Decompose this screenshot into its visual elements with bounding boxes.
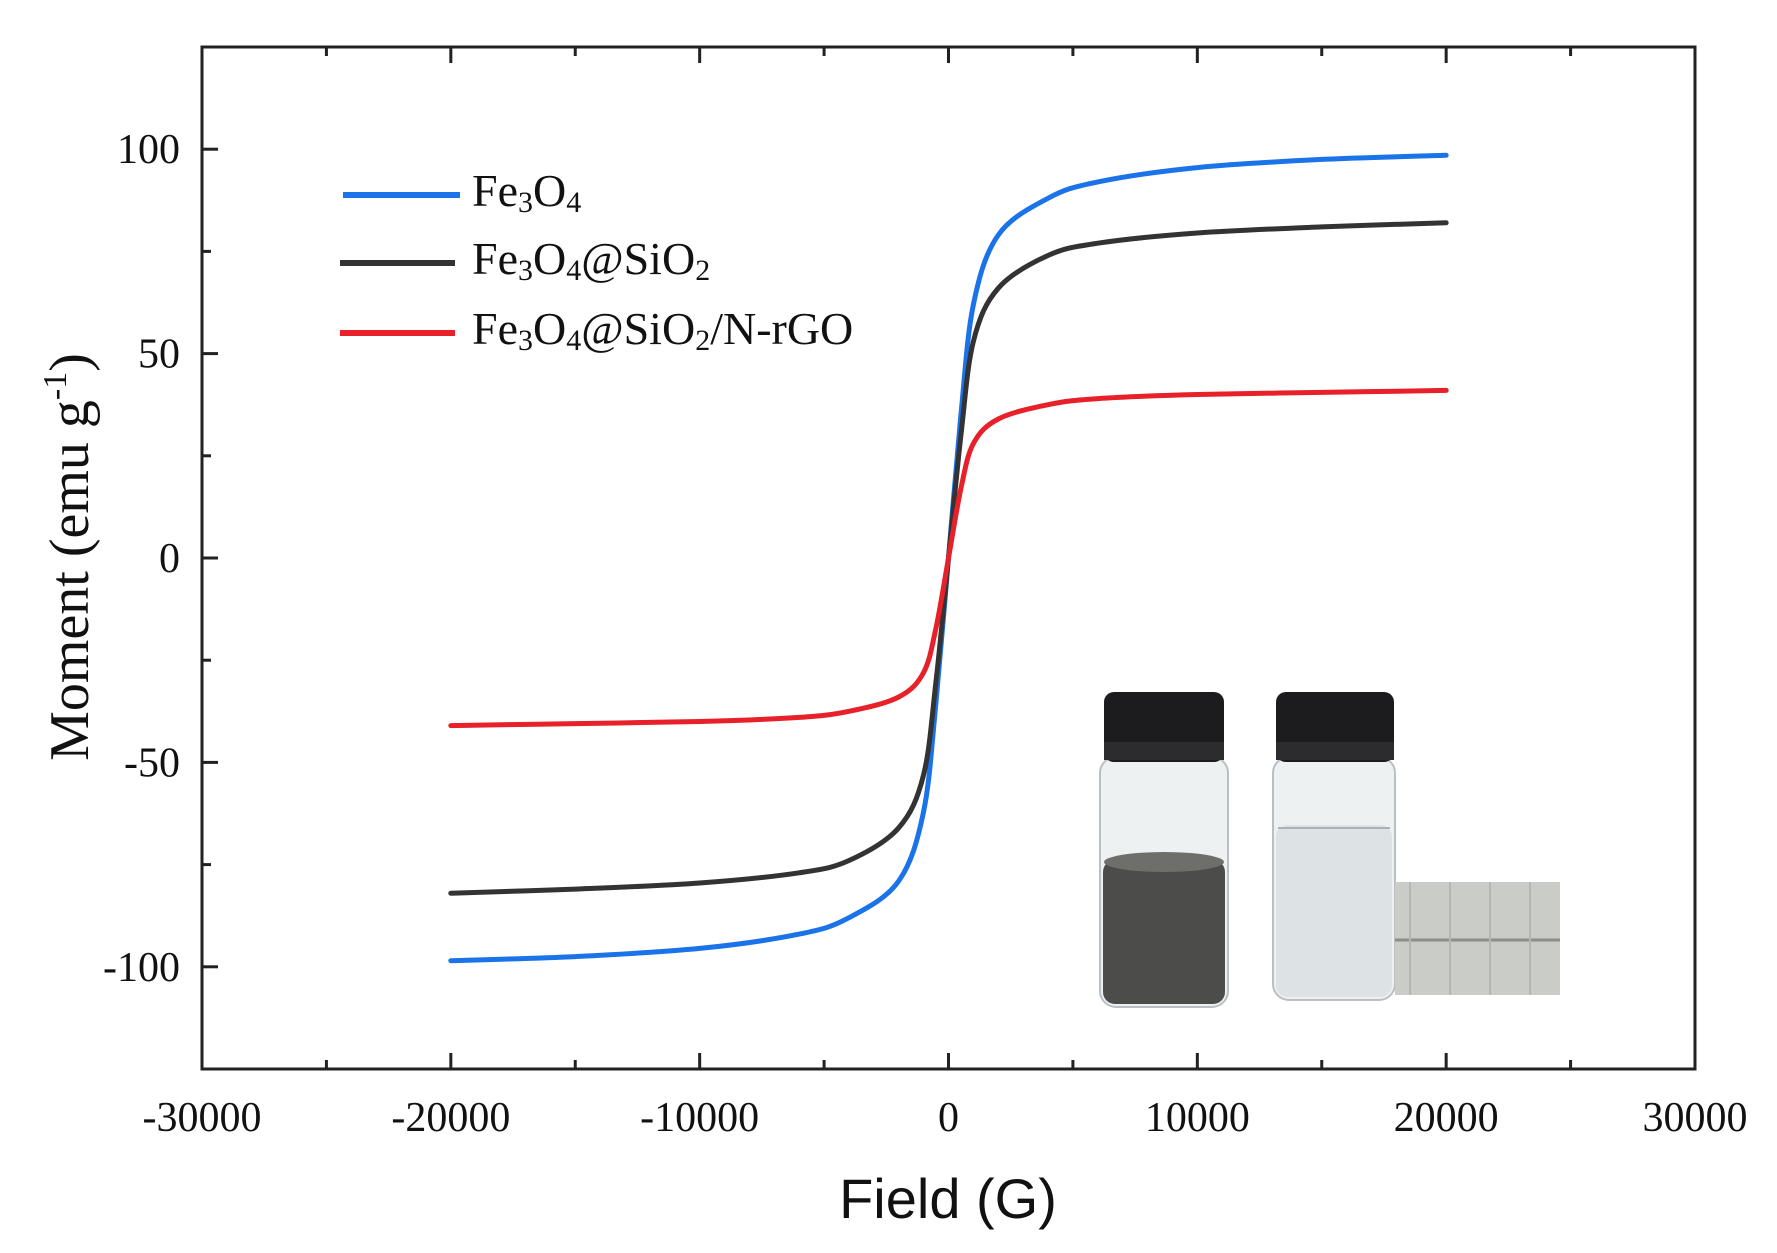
x-tick-label: -30000 — [143, 1095, 262, 1141]
x-tick-label: 20000 — [1394, 1095, 1499, 1141]
y-axis-title-close: ) — [39, 353, 101, 372]
magnet-block — [1395, 882, 1560, 995]
x-tick-label: 30000 — [1643, 1095, 1748, 1141]
y-axis-title-main: Moment (emu g — [39, 400, 101, 761]
legend-part: 2 — [695, 254, 710, 287]
y-tick-label: -100 — [103, 945, 180, 991]
legend-part: O — [533, 233, 566, 284]
y-tick-label: -50 — [124, 740, 180, 786]
legend-part: 3 — [518, 186, 533, 219]
vials-photo-inset — [975, 650, 1560, 1022]
legend-part: 2 — [695, 324, 710, 357]
legend-part: O — [533, 303, 566, 354]
legend-part: 4 — [566, 186, 581, 219]
series-line-2 — [448, 387, 1449, 729]
legend-part: Fe — [472, 233, 518, 284]
legend-part: @SiO — [581, 303, 695, 354]
legend-part: Fe — [472, 165, 518, 216]
series-lines — [448, 152, 1449, 964]
y-axis-title: Moment (emu g-1) — [37, 353, 101, 761]
legend-part: @SiO — [581, 233, 695, 284]
x-tick-label: 10000 — [1145, 1095, 1250, 1141]
axis-ticks — [200, 47, 1697, 1069]
legend-part: 4 — [566, 324, 581, 357]
y-tick-label: 50 — [138, 332, 180, 378]
y-tick-label: 100 — [117, 127, 180, 173]
legend-part: /N-rGO — [710, 303, 853, 354]
x-axis-title: Field (G) — [839, 1167, 1057, 1230]
y-tick-label: 0 — [159, 536, 180, 582]
legend-part: 4 — [566, 254, 581, 287]
vial-dark-dispersion — [1099, 692, 1229, 1008]
legend-part: 3 — [518, 254, 533, 287]
legend-label-fe3o4-sio2: Fe3O4@SiO2 — [472, 233, 710, 287]
legend-label-fe3o4-sio2-nrgo: Fe3O4@SiO2/N-rGO — [472, 303, 853, 357]
legend-part: O — [533, 165, 566, 216]
axis-tick-labels: -30000 -20000 -10000 0 10000 20000 30000 -100 -5… — [103, 127, 1748, 1141]
vial-clear-separated — [1272, 692, 1396, 1001]
legend-part: 3 — [518, 324, 533, 357]
x-tick-label: -20000 — [391, 1095, 510, 1141]
legend-label-fe3o4: Fe3O4 — [472, 165, 581, 219]
x-tick-label: -10000 — [640, 1095, 759, 1141]
legend-part: Fe — [472, 303, 518, 354]
x-tick-label: 0 — [938, 1095, 959, 1141]
y-axis-title-sup: -1 — [37, 372, 74, 400]
legend: Fe3O4 Fe3O4@SiO2 Fe3O4@SiO2/N-rGO — [340, 165, 853, 357]
